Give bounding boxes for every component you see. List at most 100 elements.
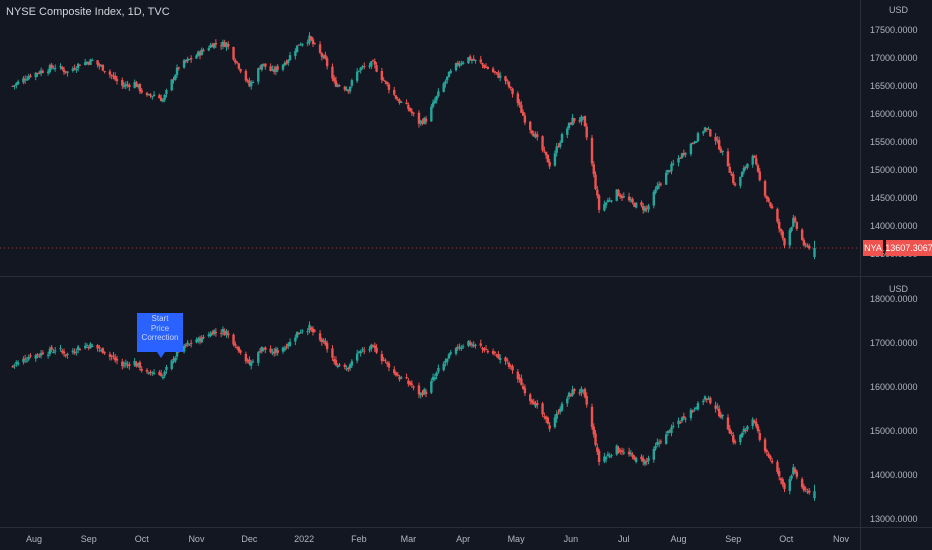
top-candle-body — [46, 71, 50, 74]
bottom-candle-body — [64, 354, 67, 356]
bottom-candle-body — [380, 354, 384, 362]
bottom-candle-body — [497, 354, 500, 359]
top-candle-body — [75, 68, 78, 71]
top-candle-body — [516, 93, 520, 103]
bottom-candle-body — [332, 359, 336, 362]
top-candle-body — [288, 55, 292, 61]
bottom-candle-body — [262, 348, 265, 350]
top-candle-body — [732, 174, 735, 184]
bottom-candle-body — [534, 403, 537, 407]
top-candle-body — [461, 62, 465, 64]
top-candle-body — [604, 202, 608, 206]
bottom-candle-body — [516, 371, 520, 380]
top-candle-body — [740, 172, 744, 177]
top-candle-body — [207, 48, 211, 51]
top-candle-body — [78, 64, 82, 66]
bottom-candle-body — [739, 435, 742, 443]
top-candle-body — [347, 89, 350, 92]
bottom-candle-body — [325, 343, 329, 350]
bottom-candle-body — [569, 394, 573, 397]
bottom-candle-body — [234, 343, 237, 346]
top-candle-body — [659, 183, 663, 185]
bottom-candle-body — [460, 347, 463, 349]
bottom-candle-body — [71, 350, 75, 353]
top-price-tick-label: 17500.0000 — [870, 25, 918, 35]
start-correction-callout[interactable]: Start Price Correction — [137, 313, 183, 352]
top-candle-body — [405, 102, 408, 105]
bottom-candle-body — [802, 486, 806, 491]
bottom-candle-body — [124, 362, 128, 365]
top-currency-label: USD — [889, 5, 909, 15]
top-candle-body — [410, 111, 414, 114]
bottom-candle-body — [693, 409, 696, 411]
top-candle-body — [285, 62, 288, 64]
top-price-tick-label: 14500.0000 — [870, 193, 918, 203]
bottom-candle-body — [800, 479, 804, 488]
bottom-candle-body — [740, 433, 744, 437]
bottom-candle-body — [603, 456, 606, 462]
bottom-candle-body — [53, 350, 57, 352]
top-candle-body — [368, 65, 371, 67]
bottom-candle-body — [283, 348, 286, 351]
top-candle-body — [603, 204, 606, 211]
top-candle-body — [783, 238, 786, 246]
top-candle-body — [345, 89, 348, 91]
top-candle-body — [108, 71, 112, 75]
top-candle-body — [610, 200, 613, 202]
top-candle-body — [124, 84, 128, 87]
bottom-candle-body — [387, 363, 391, 368]
top-candle-body — [281, 64, 285, 70]
top-candle-body — [733, 183, 737, 186]
bottom-candle-body — [370, 344, 373, 349]
bottom-candle-body — [447, 354, 451, 359]
bottom-candle-body — [322, 340, 325, 342]
top-candle-body — [746, 163, 749, 168]
bottom-candle-body — [546, 417, 550, 424]
top-candle-body — [361, 66, 364, 68]
top-candle-body — [709, 129, 712, 137]
bottom-candle-body — [299, 332, 302, 334]
time-tick-label: May — [508, 534, 526, 544]
top-candle-body — [89, 59, 92, 65]
top-candle-body — [61, 67, 64, 70]
top-candle-body — [714, 136, 717, 142]
top-candle-body — [23, 79, 27, 81]
bottom-candle-body — [511, 365, 514, 371]
bottom-candle-body — [34, 355, 37, 359]
top-candle-body — [532, 133, 535, 137]
top-candle-body — [331, 66, 334, 79]
top-candle-body — [287, 59, 290, 63]
top-candle-body — [468, 56, 472, 61]
top-candle-body — [470, 59, 474, 61]
top-candle-body — [543, 150, 546, 152]
bottom-candle-body — [108, 354, 112, 357]
top-candle-body — [128, 85, 131, 88]
bottom-candle-body — [594, 433, 597, 445]
top-candle-body — [767, 198, 770, 202]
bottom-candle-body — [770, 460, 774, 463]
bottom-candle-body — [324, 341, 327, 345]
bottom-candle-body — [133, 360, 136, 366]
bottom-candle-body — [149, 371, 152, 374]
bottom-candle-body — [122, 365, 126, 367]
bottom-candle-body — [294, 337, 297, 342]
bottom-candle-body — [604, 457, 608, 460]
top-candle-body — [324, 54, 327, 59]
bottom-candle-body — [407, 380, 410, 384]
time-tick-label: Nov — [833, 534, 850, 544]
bottom-candle-body — [590, 406, 594, 428]
bottom-candle-body — [581, 390, 585, 392]
top-candle-body — [643, 207, 647, 212]
bottom-candle-body — [583, 388, 587, 397]
top-candle-body — [76, 63, 80, 69]
bottom-candle-body — [654, 445, 657, 449]
top-candle-body — [103, 70, 106, 72]
time-tick-label: Oct — [135, 534, 150, 544]
bottom-candle-body — [597, 450, 601, 463]
top-candle-body — [359, 67, 362, 71]
bottom-candle-body — [765, 450, 769, 453]
bottom-candle-body — [359, 351, 362, 354]
top-candle-body — [474, 59, 477, 61]
top-candle-body — [633, 203, 636, 207]
